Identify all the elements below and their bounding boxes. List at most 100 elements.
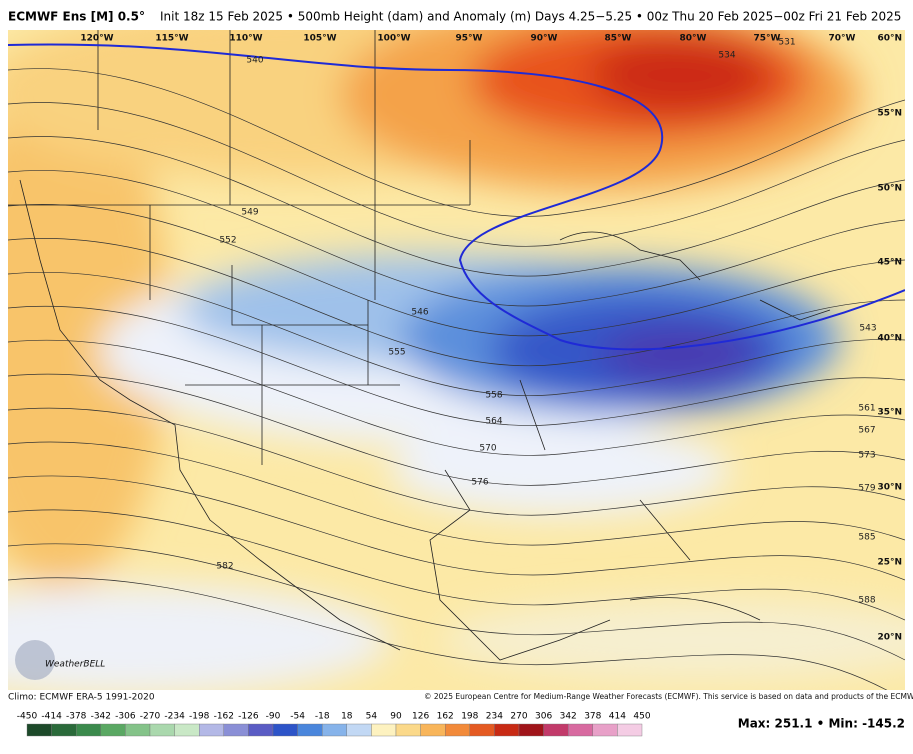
colorbar-tick-label: 342 bbox=[560, 712, 577, 722]
contour-line bbox=[8, 509, 905, 621]
latitude-label: 35°N bbox=[877, 408, 902, 418]
colorbar-swatch bbox=[174, 723, 200, 737]
colorbar-swatch bbox=[543, 723, 569, 737]
colorbar-tick-label: -306 bbox=[115, 712, 136, 722]
colorbar-swatch bbox=[346, 723, 372, 737]
longitude-label: 105°W bbox=[303, 34, 336, 44]
colorbar-tick-label: -450 bbox=[17, 712, 38, 722]
colorbar-swatch bbox=[272, 723, 298, 737]
contour-label: 576 bbox=[471, 478, 488, 488]
latitude-label: 60°N bbox=[877, 34, 902, 44]
map-area: 540 534 531 549 552 546 555 558 564 570 576 582 543 5… bbox=[8, 30, 905, 690]
colorbar-swatch bbox=[26, 723, 52, 737]
colorbar-tick-label: -90 bbox=[266, 712, 281, 722]
contour-line bbox=[8, 373, 905, 486]
contour-label: 567 bbox=[858, 426, 875, 436]
latitude-label: 40°N bbox=[877, 334, 902, 344]
contour-line bbox=[8, 238, 905, 367]
colorbar-tick-label: -234 bbox=[164, 712, 185, 722]
colorbar-swatch bbox=[518, 723, 544, 737]
colorbar-swatch bbox=[51, 723, 77, 737]
contour-line bbox=[8, 170, 905, 307]
contour-label: 564 bbox=[485, 417, 502, 427]
contour-label: 549 bbox=[241, 208, 258, 218]
contour-line bbox=[8, 407, 905, 516]
contour-label: 561 bbox=[858, 404, 875, 414]
contour-label: 588 bbox=[858, 596, 875, 606]
colorbar-swatch bbox=[322, 723, 348, 737]
colorbar-swatch bbox=[371, 723, 397, 737]
max-min: Max: 251.1 • Min: -145.2 bbox=[738, 717, 905, 731]
colorbar-tick-label: 198 bbox=[461, 712, 478, 722]
contour-label: 546 bbox=[411, 308, 428, 318]
colorbar-swatch bbox=[125, 723, 151, 737]
colorbar-swatch bbox=[469, 723, 495, 737]
contour-line bbox=[8, 577, 888, 690]
colorbar-swatch bbox=[248, 723, 274, 737]
colorbar-swatch bbox=[297, 723, 323, 737]
climo-note: Climo: ECMWF ERA-5 1991-2020 bbox=[8, 693, 155, 703]
contour-line bbox=[8, 543, 905, 661]
contour-label: 531 bbox=[778, 38, 795, 48]
latitude-label: 45°N bbox=[877, 258, 902, 268]
colorbar-tick-label: 270 bbox=[510, 712, 527, 722]
colorbar: -450 -414 -378 -342 -306 -270 -234 -198 -162 -126… bbox=[17, 712, 651, 737]
longitude-label: 80°W bbox=[680, 34, 707, 44]
contour-line bbox=[8, 339, 905, 456]
colorbar-tick-label: 414 bbox=[609, 712, 626, 722]
contour-label: 582 bbox=[216, 562, 233, 572]
colorbar-tick-label: -198 bbox=[189, 712, 210, 722]
colorbar-swatch bbox=[420, 723, 446, 737]
colorbar-swatch bbox=[568, 723, 594, 737]
contour-label: 570 bbox=[479, 444, 496, 454]
colorbar-tick-label: -270 bbox=[140, 712, 161, 722]
colorbar-tick-label: 90 bbox=[390, 712, 402, 722]
colorbar-swatch bbox=[494, 723, 520, 737]
colorbar-tick-label: -162 bbox=[214, 712, 234, 722]
contour-line bbox=[8, 441, 905, 546]
model-name: ECMWF Ens [M] 0.5° bbox=[8, 10, 145, 24]
colorbar-swatch bbox=[198, 723, 224, 737]
colorbar-swatch bbox=[75, 723, 101, 737]
logo: WeatherBELL bbox=[15, 640, 105, 680]
colorbar-tick-label: 234 bbox=[486, 712, 503, 722]
colorbar-tick-label: -414 bbox=[41, 712, 62, 722]
latitude-label: 25°N bbox=[877, 558, 902, 568]
colorbar-tick-label: 162 bbox=[437, 712, 454, 722]
colorbar-swatch bbox=[149, 723, 175, 737]
contour-label: 534 bbox=[718, 51, 735, 61]
latitude-label: 30°N bbox=[877, 483, 902, 493]
logo-text: WeatherBELL bbox=[45, 660, 105, 670]
colorbar-swatch bbox=[445, 723, 471, 737]
contour-label: 552 bbox=[219, 236, 236, 246]
colorbar-swatch bbox=[617, 723, 643, 737]
map-title: Init 18z 15 Feb 2025 • 500mb Height (dam… bbox=[160, 10, 901, 24]
contour-label: 558 bbox=[485, 391, 502, 401]
longitude-label: 90°W bbox=[531, 34, 558, 44]
contour-label: 540 bbox=[246, 56, 263, 66]
contour-line bbox=[8, 306, 905, 426]
copyright: © 2025 European Centre for Medium-Range … bbox=[424, 692, 913, 701]
contour-label: 555 bbox=[388, 348, 405, 358]
contour-label: 585 bbox=[858, 533, 875, 543]
colorbar-tick-label: 18 bbox=[341, 712, 353, 722]
colorbar-tick-label: -126 bbox=[238, 712, 259, 722]
contour-line bbox=[8, 204, 905, 337]
colorbar-tick-label: -378 bbox=[66, 712, 87, 722]
longitude-label: 120°W bbox=[80, 34, 113, 44]
longitude-label: 75°W bbox=[754, 34, 781, 44]
colorbar-tick-label: 54 bbox=[366, 712, 378, 722]
contour-label: 573 bbox=[858, 451, 875, 461]
contour-line bbox=[8, 68, 905, 217]
contour-line bbox=[8, 475, 905, 581]
colorbar-tick-label: -18 bbox=[315, 712, 330, 722]
longitude-label: 95°W bbox=[456, 34, 483, 44]
colorbar-swatch bbox=[223, 723, 249, 737]
contour-line bbox=[8, 136, 905, 277]
longitude-label: 110°W bbox=[229, 34, 262, 44]
colorbar-swatch bbox=[592, 723, 618, 737]
contour-label: 579 bbox=[858, 484, 875, 494]
colorbar-tick-label: 126 bbox=[412, 712, 429, 722]
contour-line bbox=[8, 102, 905, 247]
